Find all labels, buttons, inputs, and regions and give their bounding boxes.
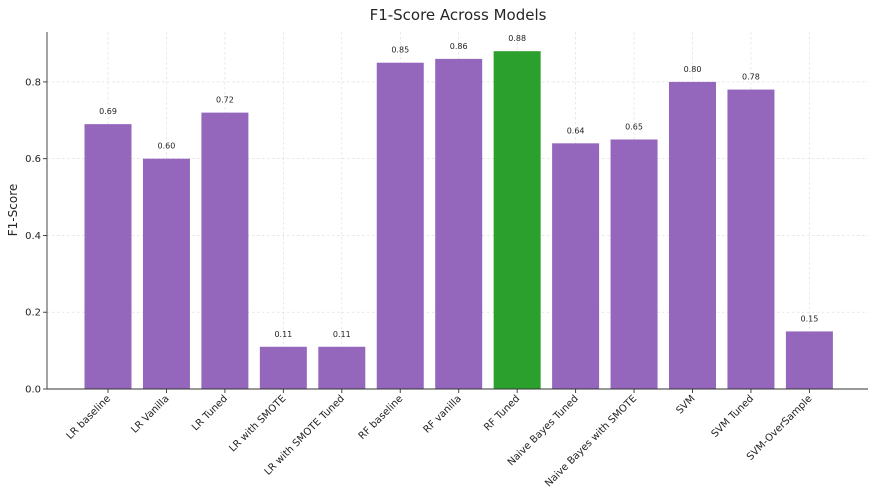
bar-value-label: 0.15 [800, 314, 818, 323]
bar [435, 58, 483, 389]
bar [669, 81, 716, 389]
y-axis-title: F1-Score [6, 184, 20, 236]
y-tick-label: 0.8 [25, 77, 41, 88]
x-tick-label: SVM-OverSample [745, 393, 814, 462]
bar [84, 124, 132, 390]
x-tick-label: LR Tuned [190, 393, 230, 433]
axis-layer [43, 32, 868, 393]
bar-value-label: 0.85 [391, 46, 409, 55]
x-tick-label: RF baseline [357, 393, 406, 442]
bar [318, 346, 366, 389]
bar-value-label: 0.65 [625, 122, 643, 131]
y-tick-label: 0.6 [25, 154, 41, 165]
x-tick-label: LR with SMOTE [227, 393, 288, 454]
bar-value-label: 0.64 [567, 126, 585, 135]
x-tick-label: SVM [674, 393, 697, 416]
bar [376, 62, 424, 389]
bar-value-label: 0.72 [216, 96, 234, 105]
bar-value-label: 0.69 [99, 107, 117, 116]
bar [552, 143, 600, 389]
bar-value-label: 0.86 [450, 42, 468, 51]
bar [493, 51, 541, 390]
bar-value-label: 0.78 [742, 73, 760, 82]
x-tick-label: LR Vanilla [129, 393, 171, 435]
bar [259, 346, 307, 389]
y-tick-label: 0.2 [25, 308, 41, 319]
y-tick-label: 0.4 [25, 231, 41, 242]
bar-value-label: 0.88 [508, 34, 526, 43]
bar [785, 331, 833, 389]
bar-value-label: 0.60 [158, 142, 176, 151]
bar [201, 112, 249, 389]
y-tick-label: 0.0 [25, 385, 41, 396]
bar-value-label: 0.11 [333, 330, 351, 339]
bar [610, 139, 658, 389]
x-tick-label: SVM Tuned [710, 393, 757, 440]
bar-value-label: 0.11 [274, 330, 292, 339]
bar-value-label: 0.80 [684, 65, 702, 74]
bar [142, 158, 190, 389]
bar [727, 89, 775, 390]
chart-title: F1-Score Across Models [370, 6, 547, 24]
bar-layer [84, 51, 833, 390]
x-tick-label: RF vanilla [422, 393, 464, 435]
x-tick-label: RF Tuned [482, 393, 522, 433]
x-tick-label: LR baseline [65, 393, 114, 442]
